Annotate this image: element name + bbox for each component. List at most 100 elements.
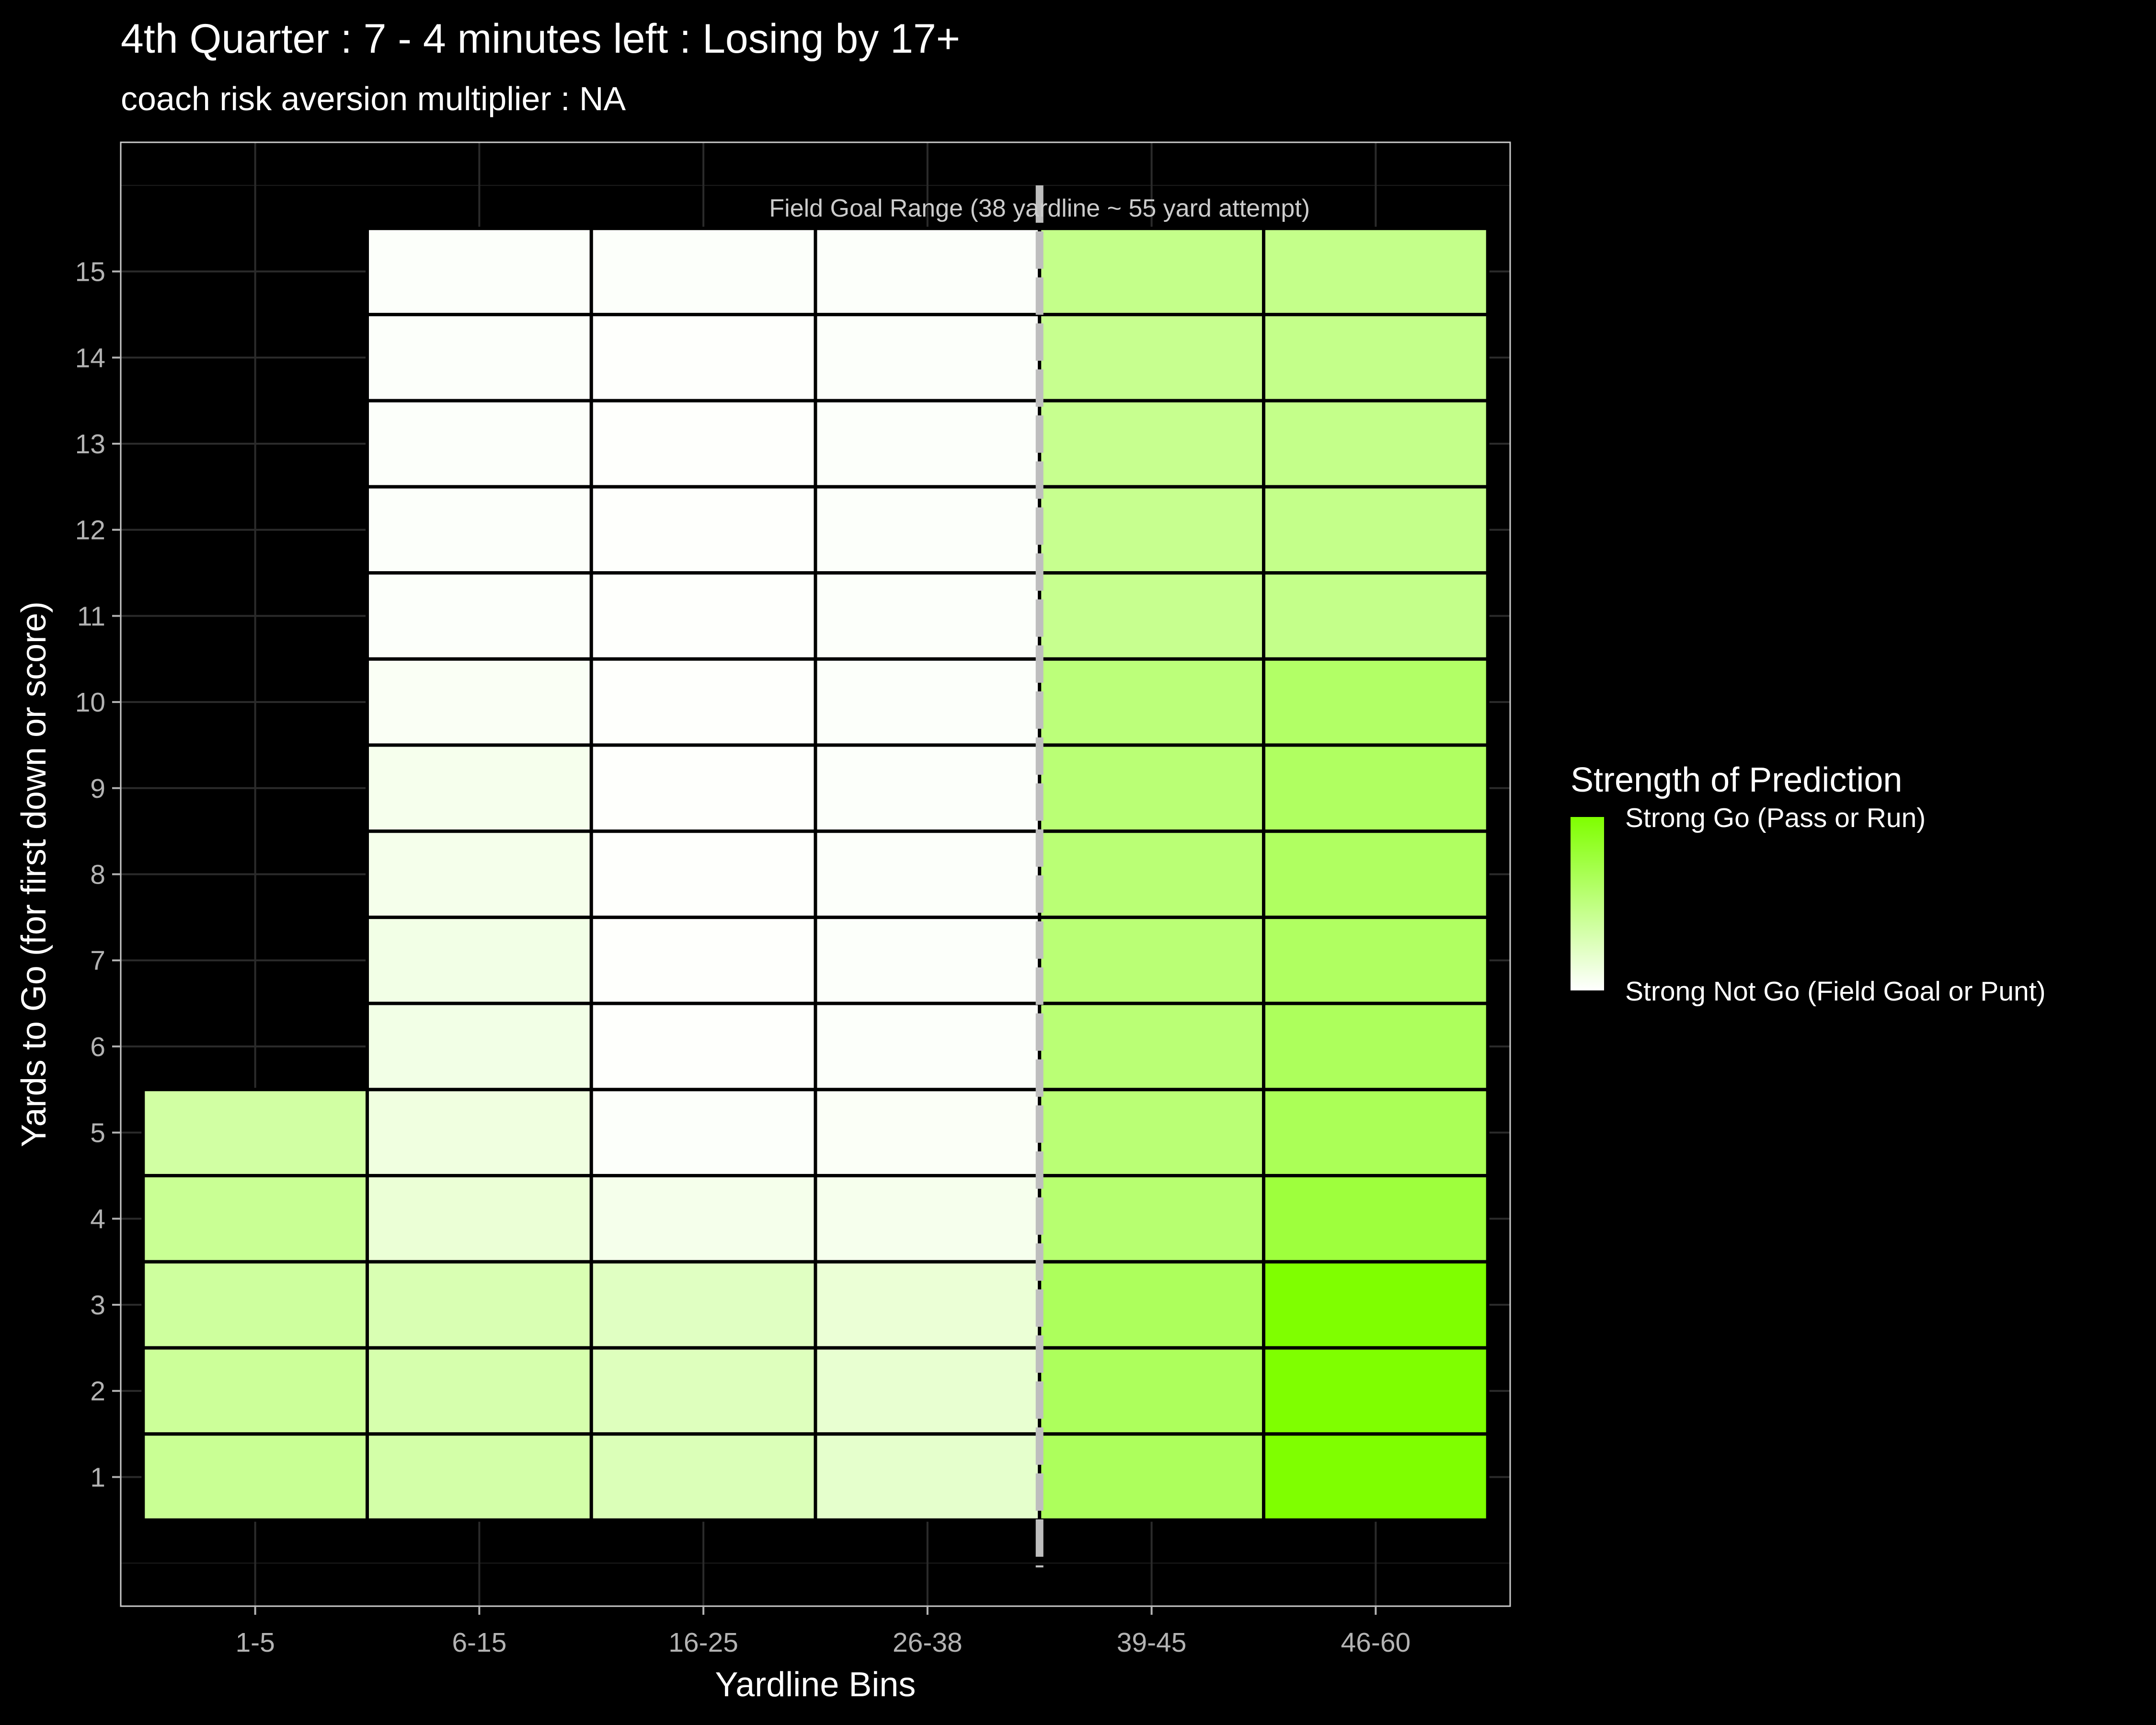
heatmap-cell: [589, 312, 817, 402]
y-tick-label: 5: [90, 1118, 105, 1149]
heatmap-cell: [366, 227, 593, 316]
y-axis-title: Yards to Go (for first down or score): [15, 601, 53, 1147]
heatmap-cell: [1261, 743, 1490, 833]
heatmap-cell: [141, 1088, 369, 1177]
heatmap-cell: [1038, 1173, 1265, 1264]
heatmap-cell: [366, 1001, 593, 1092]
y-tick-label: 11: [77, 601, 105, 632]
heatmap-cell: [1038, 399, 1265, 489]
heatmap-cell: [141, 1173, 369, 1264]
heatmap-cell: [1038, 1432, 1265, 1522]
heatmap-cell: [589, 399, 817, 489]
y-tick-label: 2: [90, 1376, 105, 1407]
heatmap-cell: [814, 829, 1042, 919]
heatmap-cell: [814, 1260, 1042, 1350]
heatmap-cell: [1038, 571, 1265, 661]
heatmap-cell: [1038, 915, 1265, 1005]
chart-subtitle: coach risk aversion multiplier : NA: [121, 80, 626, 117]
heatmap-cell: [366, 829, 593, 919]
heatmap-cell: [814, 915, 1042, 1005]
heatmap-cell: [814, 1001, 1042, 1092]
heatmap-cell: [141, 1346, 369, 1436]
heatmap-cell: [1261, 571, 1490, 661]
heatmap-cell: [589, 571, 817, 661]
heatmap-cell: [814, 312, 1042, 402]
heatmap-cell: [589, 1173, 817, 1264]
legend-colorbar: [1571, 817, 1604, 990]
heatmap-cell: [141, 1432, 369, 1522]
x-tick-label: 39-45: [1117, 1627, 1187, 1658]
heatmap-cell: [366, 657, 593, 747]
heatmap-cell: [589, 915, 817, 1005]
heatmap-cell: [814, 227, 1042, 316]
heatmap-cell: [1261, 1173, 1490, 1264]
heatmap-cell: [814, 1173, 1042, 1264]
x-axis: 1-5 6-15 16-25 26-38 39-45 46-60: [235, 1606, 1411, 1658]
heatmap-cell: [589, 1260, 817, 1350]
heatmap-cell: [366, 312, 593, 402]
heatmap-cell: [589, 1346, 817, 1436]
heatmap-cell: [589, 1432, 817, 1522]
heatmap-cell: [1038, 485, 1265, 575]
heatmap-cell: [814, 657, 1042, 747]
heatmap-cell: [366, 485, 593, 575]
y-tick-label: 3: [90, 1290, 105, 1321]
heatmap-cell: [589, 1088, 817, 1177]
heatmap-cell: [366, 399, 593, 489]
heatmap-cells: [141, 227, 1490, 1522]
heatmap-cell: [1261, 1346, 1490, 1436]
y-tick-label: 12: [75, 515, 105, 546]
y-tick-label: 8: [90, 860, 105, 890]
heatmap-cell: [1261, 1088, 1490, 1177]
y-tick-label: 7: [90, 945, 105, 976]
heatmap-cell: [814, 1346, 1042, 1436]
heatmap-cell: [1261, 485, 1490, 575]
heatmap-cell: [1038, 1346, 1265, 1436]
heatmap-cell: [814, 743, 1042, 833]
heatmap-cell: [366, 1346, 593, 1436]
heatmap-cell: [1038, 1260, 1265, 1350]
heatmap-cell: [589, 227, 817, 316]
heatmap-cell: [589, 485, 817, 575]
heatmap-cell: [1038, 227, 1265, 316]
y-tick-label: 4: [90, 1204, 105, 1234]
heatmap-cell: [589, 829, 817, 919]
legend-high-label: Strong Go (Pass or Run): [1625, 803, 1926, 833]
x-tick-label: 26-38: [893, 1627, 963, 1658]
heatmap-cell: [1261, 1432, 1490, 1522]
heatmap-cell: [589, 657, 817, 747]
x-axis-title: Yardline Bins: [715, 1666, 916, 1704]
heatmap-cell: [1038, 657, 1265, 747]
heatmap-cell: [1261, 1260, 1490, 1350]
legend: Strength of Prediction Strong Go (Pass o…: [1571, 761, 2046, 1007]
chart-title: 4th Quarter : 7 - 4 minutes left : Losin…: [121, 16, 960, 62]
y-tick-label: 15: [75, 257, 105, 288]
heatmap-cell: [1261, 657, 1490, 747]
heatmap-cell: [1038, 1088, 1265, 1177]
y-tick-label: 9: [90, 773, 105, 804]
heatmap-cell: [366, 1088, 593, 1177]
heatmap-cell: [814, 1432, 1042, 1522]
x-tick-label: 46-60: [1341, 1627, 1411, 1658]
heatmap-cell: [814, 571, 1042, 661]
heatmap-cell: [814, 485, 1042, 575]
plot-area: Field Goal Range (38 yardline ~ 55 yard …: [120, 141, 1511, 1607]
heatmap-cell: [1038, 312, 1265, 402]
x-tick-label: 6-15: [452, 1627, 506, 1658]
field-goal-range-label: Field Goal Range (38 yardline ~ 55 yard …: [769, 195, 1310, 222]
heatmap-cell: [366, 1432, 593, 1522]
heatmap-cell: [1261, 312, 1490, 402]
heatmap-cell: [366, 1260, 593, 1350]
heatmap-cell: [1038, 829, 1265, 919]
heatmap-cell: [1261, 829, 1490, 919]
heatmap-cell: [1261, 1001, 1490, 1092]
y-tick-label: 1: [90, 1462, 105, 1493]
y-tick-label: 6: [90, 1032, 105, 1062]
heatmap-cell: [589, 1001, 817, 1092]
legend-low-label: Strong Not Go (Field Goal or Punt): [1625, 976, 2046, 1007]
heatmap-cell: [814, 399, 1042, 489]
heatmap-cell: [366, 743, 593, 833]
heatmap-cell: [366, 1173, 593, 1264]
